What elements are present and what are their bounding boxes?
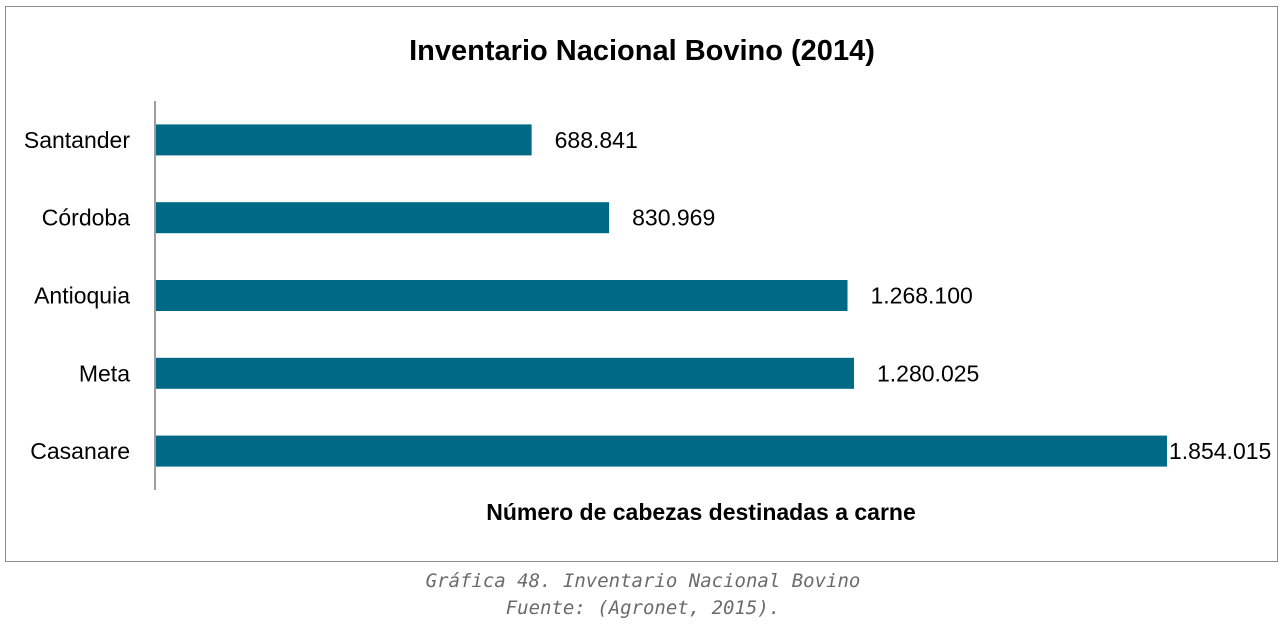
bar: [156, 124, 532, 156]
x-axis-label: Número de cabezas destinadas a carne: [486, 499, 916, 525]
value-label: 1.268.100: [870, 283, 972, 309]
category-label: Meta: [79, 360, 130, 386]
category-label: Santander: [24, 127, 130, 153]
category-label: Antioquia: [34, 283, 130, 309]
bar: [156, 202, 610, 234]
bars-layer: Santander 688.841 Córdoba 830.969 Antioquia 1…: [24, 124, 1271, 467]
chart-title: Inventario Nacional Bovino (2014): [409, 35, 875, 67]
figure-source: Fuente: (Agronet, 2015).: [505, 597, 781, 619]
bar: [156, 435, 1167, 467]
bar: [156, 357, 855, 389]
category-label: Córdoba: [42, 205, 130, 231]
value-label: 688.841: [555, 127, 638, 153]
value-label: 1.854.015: [1169, 438, 1271, 464]
bar: [156, 280, 848, 311]
bar-chart: Inventario Nacional Bovino (2014) Santan…: [24, 35, 1271, 525]
value-label: 1.280.025: [877, 360, 979, 386]
figure-caption: Gráfica 48. Inventario Nacional Bovino: [425, 570, 861, 592]
value-label: 830.969: [632, 205, 715, 231]
category-label: Casanare: [30, 438, 130, 464]
